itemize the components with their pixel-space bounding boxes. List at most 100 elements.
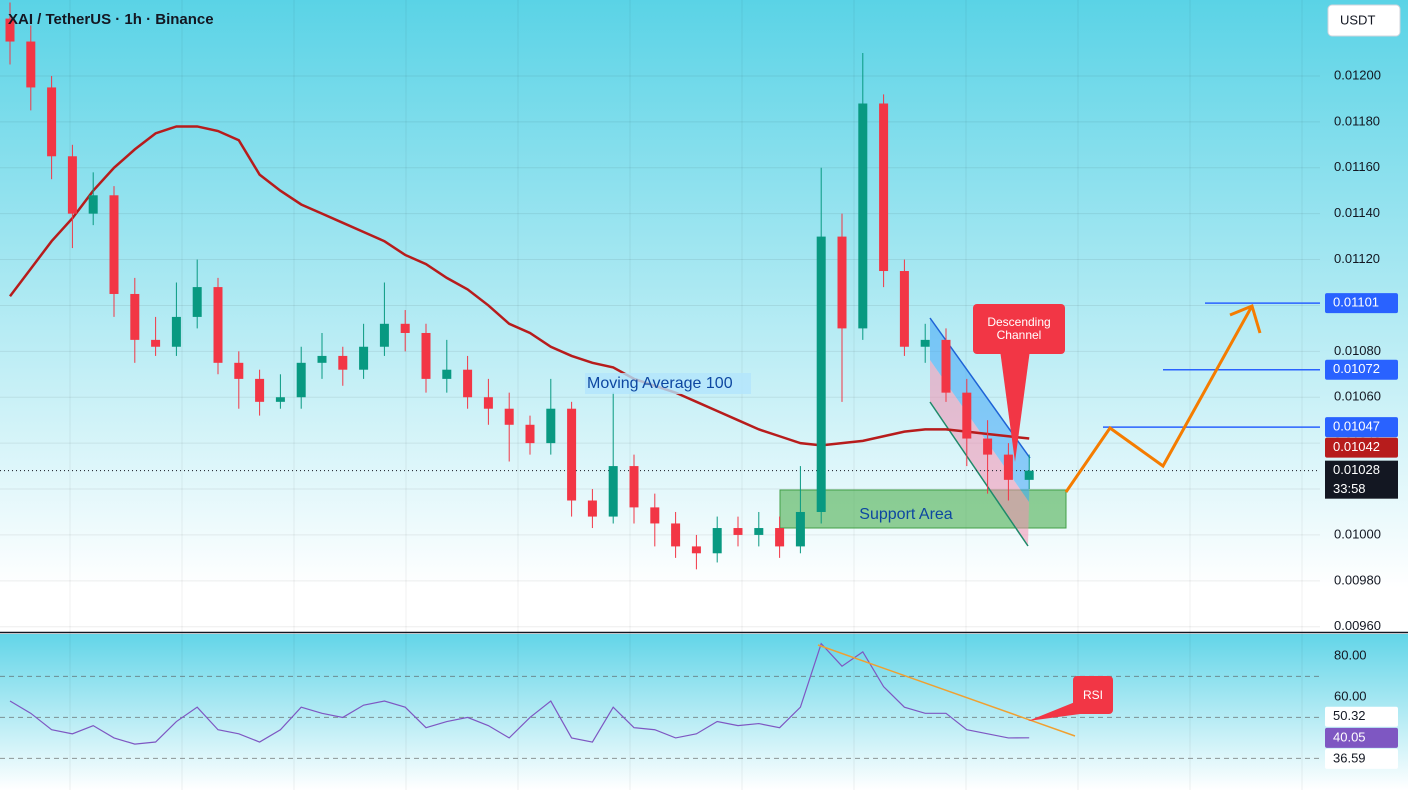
y-tick-label: 0.01060	[1334, 389, 1381, 404]
candle-body	[671, 523, 681, 547]
candle-body	[442, 369, 452, 379]
y-tick-label: 0.01180	[1334, 113, 1380, 128]
candle-body	[962, 392, 972, 439]
price-label: 0.01072	[1333, 361, 1380, 376]
candle-body	[171, 316, 181, 347]
price-label-box	[1325, 437, 1398, 458]
rsi-label: 36.59	[1333, 750, 1366, 765]
candle-body	[525, 424, 535, 444]
candle-body	[1024, 470, 1034, 480]
price-label-box	[1325, 417, 1398, 438]
y-tick-label: 0.01200	[1334, 67, 1381, 82]
base-layer	[0, 75, 1320, 759]
candle-body	[546, 408, 556, 444]
candle-body	[587, 500, 597, 517]
y-tick-label: 0.01160	[1334, 159, 1380, 174]
rsi-line	[9, 642, 1030, 745]
countdown: 33:58	[1333, 481, 1366, 496]
y-tick-label: 0.00980	[1334, 572, 1381, 587]
channel-lower	[930, 360, 1029, 546]
candle-body	[317, 355, 327, 363]
candle-body	[837, 236, 847, 329]
rsi-label: 40.05	[1333, 729, 1366, 744]
price-label-box	[1325, 359, 1398, 380]
price-label-box	[1325, 293, 1398, 314]
candle-body	[733, 528, 743, 535]
candle-body	[400, 323, 410, 333]
candle-body	[816, 236, 826, 512]
candle-body	[88, 195, 98, 214]
ma-label-box	[585, 373, 751, 394]
candle-body	[213, 287, 223, 363]
candle-body	[483, 397, 493, 409]
price-label: 0.01042	[1333, 439, 1380, 454]
candle-body	[795, 511, 805, 547]
candle-body	[504, 408, 514, 425]
candle-body	[463, 369, 473, 398]
candle-body	[858, 103, 868, 329]
current-price: 0.01028	[1333, 462, 1380, 477]
rsi-trendline	[817, 644, 1076, 737]
channel-callout: Descending Channel	[973, 304, 1065, 354]
price-pane	[0, 0, 1408, 632]
current-price-box	[1325, 460, 1398, 499]
channel-line	[929, 401, 1029, 547]
candle-body	[275, 397, 285, 402]
projection-arrow	[1229, 303, 1262, 334]
candle-body	[691, 546, 701, 554]
candle-body	[879, 103, 889, 272]
candle-body	[26, 41, 36, 88]
candle-body	[608, 466, 618, 517]
candle-body	[421, 332, 431, 379]
callout-pointer	[1000, 350, 1030, 462]
candle-body	[983, 438, 993, 455]
rsi-tick-label: 60.00	[1334, 688, 1367, 703]
candle-body	[151, 339, 161, 347]
moving-average	[9, 125, 1030, 447]
candle-body	[338, 355, 348, 370]
candle-body	[712, 528, 722, 554]
candle-body	[5, 18, 15, 42]
candle-body	[192, 287, 202, 317]
price-label: 0.01047	[1333, 419, 1380, 434]
y-tick-label: 0.01140	[1334, 205, 1380, 220]
rsi-label: 50.32	[1333, 708, 1366, 723]
candle-body	[47, 87, 57, 157]
candle-body	[67, 156, 77, 214]
candle-body	[255, 378, 265, 402]
y-tick-label: 0.01080	[1334, 343, 1381, 358]
ma-label: Moving Average 100	[587, 375, 733, 392]
rsi-tick-label: 80.00	[1334, 647, 1367, 662]
rsi-callout: RSI	[1073, 676, 1113, 714]
currency: USDT	[1340, 12, 1375, 27]
y-tick-label: 0.01120	[1334, 251, 1380, 266]
rsi-label-box	[1325, 748, 1398, 769]
candle-body	[754, 528, 764, 535]
y-tick-label: 0.01000	[1334, 526, 1381, 541]
candle-body	[359, 346, 369, 370]
marks	[0, 2, 1320, 745]
candle-body	[234, 362, 244, 379]
candle-body	[296, 362, 306, 398]
rsi-label-box	[1325, 706, 1398, 727]
candle-body	[1003, 454, 1013, 480]
price-axis: 0.009600.009800.010000.010200.010400.010…	[1325, 67, 1398, 769]
candle-body	[629, 466, 639, 508]
y-tick-label: 0.00960	[1334, 618, 1381, 633]
candle-body	[130, 293, 140, 340]
candle-body	[379, 323, 389, 347]
chart-title: XAI / TetherUS · 1h · Binance	[8, 11, 214, 28]
projection-path	[1064, 305, 1254, 493]
price-label: 0.01101	[1333, 295, 1379, 310]
candle-body	[941, 339, 951, 393]
candle-body	[899, 271, 909, 347]
candle-body	[775, 528, 785, 547]
candle-body	[650, 507, 660, 524]
candle-body	[109, 195, 119, 294]
currency-box	[1327, 4, 1401, 37]
candle-body	[567, 408, 577, 501]
support-label: Support Area	[859, 506, 953, 523]
candle-body	[920, 339, 930, 347]
